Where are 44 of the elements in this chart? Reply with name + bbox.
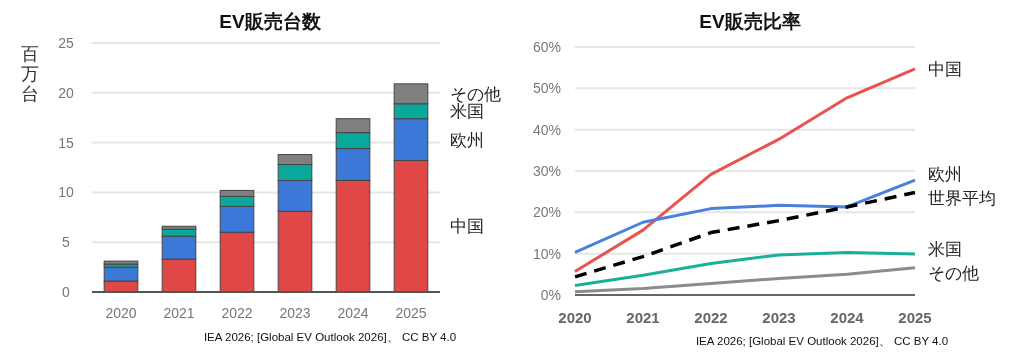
y-tick-label: 10% — [532, 245, 561, 262]
y-tick-label: 60% — [532, 39, 561, 55]
series-label: 中国 — [450, 217, 484, 237]
y-tick-label: 20 — [58, 84, 74, 101]
series-label: 欧州 — [450, 130, 484, 150]
x-tick-label: 2020 — [558, 309, 592, 326]
x-tick-label: 2022 — [694, 309, 728, 326]
text: IEA 2026; [Global EV Outlook 2026]、 CC BY 4.0 — [203, 331, 457, 343]
x-tick-label: 2025 — [395, 305, 427, 321]
series-label: 欧州 — [928, 165, 962, 185]
y-axis-title: 百万台 — [21, 44, 39, 104]
y-tick-label: 10 — [58, 184, 74, 201]
y-tick-label: 0% — [540, 287, 561, 303]
x-tick-label: 2024 — [337, 305, 369, 321]
chart-title: EV販売比率 — [699, 11, 801, 32]
series-label: 世界平均 — [928, 189, 996, 209]
y-tick-label: 5 — [62, 234, 71, 251]
line-series — [573, 178, 917, 254]
x-tick-label: 2021 — [626, 309, 660, 326]
x-tick-label: 2022 — [221, 305, 253, 321]
x-tick-label: 2024 — [830, 309, 865, 326]
x-tick-label: 2020 — [105, 305, 137, 321]
series-label: 米国 — [450, 102, 484, 122]
x-tick-label: 2025 — [898, 309, 932, 326]
y-tick-label: 50% — [532, 80, 561, 97]
series-label: その他 — [450, 84, 501, 104]
x-tick-label: 2023 — [762, 309, 796, 326]
y-tick-label: 25 — [58, 35, 74, 51]
line-series — [573, 190, 917, 279]
chart-title: EV販売台数 — [219, 11, 322, 32]
x-tick-label: 2023 — [279, 305, 311, 321]
line-series — [573, 266, 917, 294]
y-tick-label: 20% — [532, 204, 561, 221]
line-series — [573, 67, 917, 273]
y-tick-label: 40% — [532, 121, 561, 138]
series-label: 中国 — [928, 59, 962, 79]
y-tick-label: 0 — [62, 284, 71, 300]
series-label: 米国 — [928, 239, 962, 259]
text: IEA 2026; [Global EV Outlook 2026]、 CC BY 4.0 — [695, 335, 949, 347]
y-tick-label: 15 — [58, 134, 74, 151]
line-series — [573, 250, 917, 287]
x-tick-label: 2021 — [163, 305, 195, 321]
series-label: その他 — [928, 263, 979, 283]
y-tick-label: 30% — [532, 163, 561, 179]
